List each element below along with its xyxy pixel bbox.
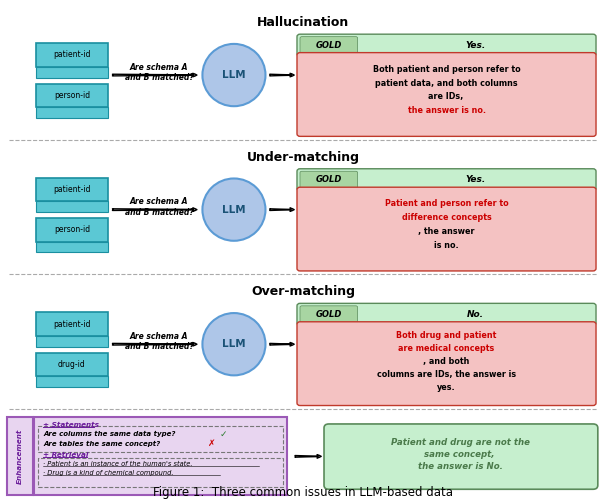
Ellipse shape (202, 178, 265, 241)
FancyBboxPatch shape (36, 84, 107, 107)
FancyBboxPatch shape (297, 303, 596, 325)
Text: + Retrieval: + Retrieval (43, 453, 88, 458)
Text: patient-id: patient-id (53, 50, 90, 59)
Text: · Drug is a kind of chemical compound.: · Drug is a kind of chemical compound. (43, 470, 173, 476)
Text: person-id: person-id (54, 225, 90, 234)
Text: · Patient is an instance of the human's state.: · Patient is an instance of the human's … (43, 461, 193, 467)
FancyBboxPatch shape (297, 34, 596, 56)
Text: Are columns the same data type?: Are columns the same data type? (43, 431, 175, 437)
Text: No.: No. (467, 310, 484, 319)
FancyBboxPatch shape (36, 107, 107, 118)
Text: is no.: is no. (434, 241, 459, 250)
Text: the answer is no.: the answer is no. (407, 106, 485, 115)
Text: Both drug and patient: Both drug and patient (396, 331, 497, 340)
Text: ✗: ✗ (208, 439, 216, 449)
Text: patient data, and both columns: patient data, and both columns (375, 79, 518, 88)
Text: the answer is No.: the answer is No. (419, 462, 504, 471)
Text: Are schema A
and B matched?: Are schema A and B matched? (124, 198, 193, 217)
Text: Patient and drug are not the: Patient and drug are not the (391, 438, 530, 448)
FancyBboxPatch shape (36, 67, 107, 78)
Text: Yes.: Yes. (465, 175, 485, 184)
Text: GOLD: GOLD (316, 41, 342, 50)
FancyBboxPatch shape (36, 241, 107, 253)
Text: Both patient and person refer to: Both patient and person refer to (373, 65, 521, 74)
FancyBboxPatch shape (34, 417, 287, 495)
Text: drug-id: drug-id (58, 360, 85, 369)
Text: are medical concepts: are medical concepts (398, 344, 494, 353)
FancyBboxPatch shape (36, 336, 107, 347)
Text: Are schema A
and B matched?: Are schema A and B matched? (124, 332, 193, 351)
Text: GOLD: GOLD (316, 175, 342, 184)
FancyBboxPatch shape (297, 187, 596, 271)
Text: LLM: LLM (222, 339, 246, 349)
Text: , the answer: , the answer (418, 227, 474, 236)
Text: Hallucination: Hallucination (257, 16, 349, 29)
Text: Are schema A
and B matched?: Are schema A and B matched? (124, 63, 193, 82)
Ellipse shape (202, 313, 265, 375)
Text: Yes.: Yes. (465, 41, 485, 50)
FancyBboxPatch shape (300, 171, 358, 188)
Text: Under-matching: Under-matching (247, 151, 359, 164)
FancyBboxPatch shape (300, 37, 358, 53)
Text: are IDs,: are IDs, (427, 92, 465, 101)
Text: , and both: , and both (424, 357, 470, 366)
FancyBboxPatch shape (36, 312, 107, 336)
Text: Are tables the same concept?: Are tables the same concept? (43, 441, 160, 447)
Text: difference concepts: difference concepts (402, 213, 491, 222)
Text: Figure 1:  Three common issues in LLM-based data: Figure 1: Three common issues in LLM-bas… (153, 486, 453, 499)
Text: Enhancement: Enhancement (17, 429, 23, 484)
FancyBboxPatch shape (297, 52, 596, 137)
FancyBboxPatch shape (297, 322, 596, 406)
Text: person-id: person-id (54, 91, 90, 100)
Text: GOLD: GOLD (316, 310, 342, 319)
Text: yes.: yes. (437, 383, 456, 392)
Text: patient-id: patient-id (53, 185, 90, 194)
Text: Over-matching: Over-matching (251, 285, 355, 298)
FancyBboxPatch shape (7, 417, 33, 495)
Text: same concept,: same concept, (424, 451, 498, 459)
Text: + Statements: + Statements (43, 422, 99, 428)
Text: LLM: LLM (222, 70, 246, 80)
Text: columns are IDs, the answer is: columns are IDs, the answer is (377, 369, 516, 379)
FancyBboxPatch shape (324, 424, 598, 489)
Text: ✓: ✓ (220, 429, 228, 438)
Ellipse shape (202, 44, 265, 106)
Text: patient-id: patient-id (53, 320, 90, 329)
FancyBboxPatch shape (36, 218, 107, 241)
FancyBboxPatch shape (297, 169, 596, 191)
FancyBboxPatch shape (300, 306, 358, 323)
FancyBboxPatch shape (36, 376, 107, 387)
FancyBboxPatch shape (36, 353, 107, 376)
Text: LLM: LLM (222, 205, 246, 215)
Text: Patient and person refer to: Patient and person refer to (385, 199, 508, 208)
FancyBboxPatch shape (36, 43, 107, 67)
FancyBboxPatch shape (36, 178, 107, 201)
FancyBboxPatch shape (36, 201, 107, 212)
